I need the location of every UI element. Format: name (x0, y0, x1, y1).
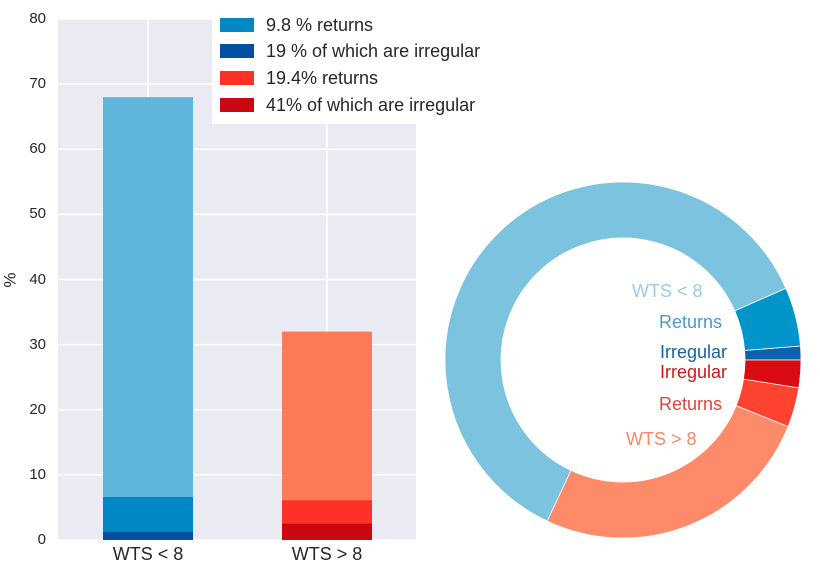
legend-swatch (220, 18, 254, 32)
legend-item-blue-returns: 9.8 % returns (220, 14, 373, 36)
legend-label: 9.8 % returns (266, 14, 374, 35)
y-tick-label: 80 (29, 10, 46, 27)
y-tick-label: 40 (29, 270, 46, 288)
legend-item-red-irregular: 41% of which are irregular (220, 94, 475, 116)
donut-label-returns-blue: Returns (659, 312, 723, 332)
y-tick-label: 30 (29, 335, 46, 353)
x-tick-wts-lt-8: WTS < 8 (112, 544, 184, 564)
donut-label-irregular-blue: Irregular (660, 342, 728, 362)
legend-label: 19 % of which are irregular (266, 40, 481, 61)
bar-wts-lt-8 (103, 97, 193, 541)
legend-label: 19.4% returns (266, 67, 379, 88)
donut-wedge-wts-lt-8 (444, 181, 787, 522)
y-tick-label: 50 (29, 205, 46, 223)
donut-label-wts-gt-8: WTS > 8 (626, 429, 697, 449)
y-axis-label: % (0, 272, 20, 288)
legend-label: 41% of which are irregular (266, 94, 476, 115)
legend-item-red-returns: 19.4% returns (220, 67, 378, 89)
y-tick-label: 60 (29, 140, 46, 158)
donut-wedge-irregular-red (743, 359, 802, 389)
y-tick-label: 20 (29, 400, 46, 418)
donut-label-irregular-red: Irregular (660, 362, 728, 382)
y-tick-label: 70 (29, 75, 46, 93)
bar-segment-irregular-blue (103, 531, 193, 540)
bar-segment-irregular-red (282, 523, 372, 540)
chart-legend: 9.8 % returns 19 % of which are irregula… (212, 0, 516, 124)
donut-label-returns-red: Returns (659, 394, 723, 414)
y-tick-label: 0 (37, 531, 46, 548)
legend-swatch (220, 98, 254, 112)
legend-item-blue-irregular: 19 % of which are irregular (220, 40, 480, 62)
donut-wedge-wts-gt-8 (546, 405, 789, 539)
y-tick-label: 10 (29, 465, 46, 483)
legend-swatch (220, 71, 254, 85)
legend-swatch (220, 44, 254, 58)
x-tick-wts-gt-8: WTS > 8 (291, 544, 363, 564)
donut-label-wts-lt-8: WTS < 8 (632, 281, 703, 301)
